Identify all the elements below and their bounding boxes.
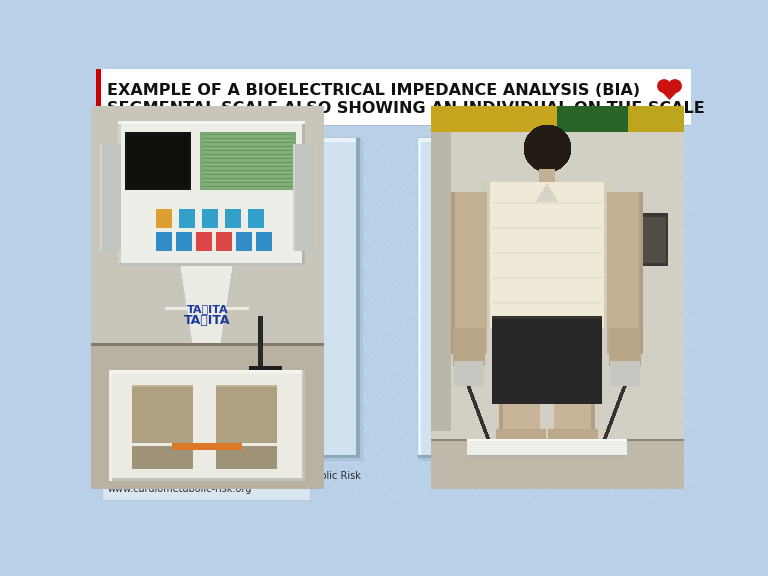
Bar bbox=[157, 142, 362, 461]
Bar bbox=[154, 138, 157, 458]
FancyBboxPatch shape bbox=[418, 138, 638, 458]
Bar bbox=[418, 138, 638, 142]
Bar bbox=[635, 138, 638, 458]
Text: SEGMENTAL SCALE ALSO SHOWING AN INDIVIDUAL ON THE SCALE: SEGMENTAL SCALE ALSO SHOWING AN INDIVIDU… bbox=[107, 101, 704, 116]
Text: Source: International Chair on Cardiometabolic Risk: Source: International Chair on Cardiomet… bbox=[108, 471, 360, 481]
Text: EXAMPLE OF A BIOELECTRICAL IMPEDANCE ANALYSIS (BIA): EXAMPLE OF A BIOELECTRICAL IMPEDANCE ANA… bbox=[107, 83, 640, 98]
Polygon shape bbox=[659, 81, 680, 98]
Text: www.cardiometabolic-risk.org: www.cardiometabolic-risk.org bbox=[108, 484, 252, 494]
Text: TA嗯ITA: TA嗯ITA bbox=[187, 304, 228, 314]
Bar bbox=[418, 138, 421, 458]
Polygon shape bbox=[658, 88, 681, 100]
Bar bbox=[96, 69, 691, 124]
FancyBboxPatch shape bbox=[154, 138, 359, 458]
Circle shape bbox=[668, 79, 682, 93]
FancyBboxPatch shape bbox=[102, 463, 310, 501]
Bar bbox=[356, 138, 359, 458]
Circle shape bbox=[657, 79, 671, 93]
Bar bbox=[96, 69, 101, 124]
Bar bbox=[154, 138, 359, 142]
Bar bbox=[418, 455, 638, 458]
Bar bbox=[421, 142, 641, 461]
Bar bbox=[154, 455, 359, 458]
Bar bbox=[96, 124, 691, 126]
Text: TA嗯ITA: TA嗯ITA bbox=[184, 314, 230, 327]
